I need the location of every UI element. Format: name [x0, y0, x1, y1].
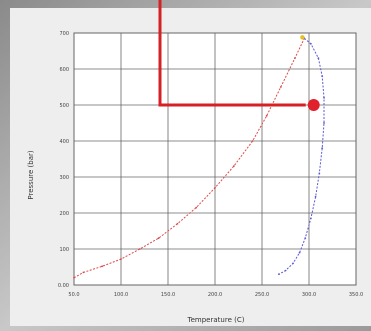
series-1-point	[120, 258, 122, 260]
y-tick-label: 200	[59, 211, 69, 217]
series-2-point	[321, 75, 324, 78]
callout-marker	[307, 99, 320, 111]
x-tick-label: 150.0	[161, 292, 175, 298]
y-tick-label: 600	[59, 67, 69, 73]
series-1-point	[279, 86, 282, 88]
series-1-point	[232, 165, 235, 168]
series-2-point	[309, 42, 312, 45]
series-2-point	[323, 96, 325, 99]
x-axis-label: Temperature (C)	[187, 316, 245, 324]
x-tick-label: 50.0	[68, 292, 79, 298]
start-marker	[300, 35, 305, 40]
y-tick-label: 300	[59, 175, 69, 181]
x-tick-label: 350.0	[349, 292, 363, 298]
series-1-point	[101, 265, 104, 268]
callout-line	[158, 0, 306, 107]
y-tick-label: 100	[59, 247, 69, 253]
series-1-point	[195, 206, 198, 209]
series-2-point	[321, 147, 324, 150]
series-1-point	[214, 186, 216, 189]
series-2-point	[317, 57, 320, 60]
series-2-point	[304, 237, 307, 240]
series-1-point	[251, 140, 254, 142]
series-2-point	[284, 269, 287, 272]
series-1-point	[294, 57, 296, 60]
series-2-point	[318, 172, 321, 175]
y-tick-label: 700	[59, 31, 69, 37]
y-tick-label: 0.00	[58, 283, 69, 289]
series-2-point	[298, 251, 301, 254]
series-1-point	[265, 114, 268, 117]
series-2-point	[309, 217, 312, 220]
y-tick-label: 500	[59, 103, 69, 109]
x-tick-label: 250.0	[255, 292, 269, 298]
series-2-point	[278, 273, 280, 276]
series-2-point	[292, 262, 294, 265]
series-1-point	[138, 248, 141, 250]
series-1-point	[73, 276, 75, 279]
y-axis-label: Pressure (bar)	[27, 150, 35, 199]
series-1-point	[157, 237, 160, 240]
series-2-point	[314, 195, 317, 198]
x-tick-label: 200.0	[208, 292, 222, 298]
x-tick-label: 100.0	[114, 292, 128, 298]
y-tick-label: 400	[59, 139, 69, 145]
series-1-point	[82, 271, 85, 274]
series-2-point	[323, 122, 325, 124]
series-1-point	[176, 222, 179, 225]
x-tick-label: 300.0	[302, 292, 316, 298]
